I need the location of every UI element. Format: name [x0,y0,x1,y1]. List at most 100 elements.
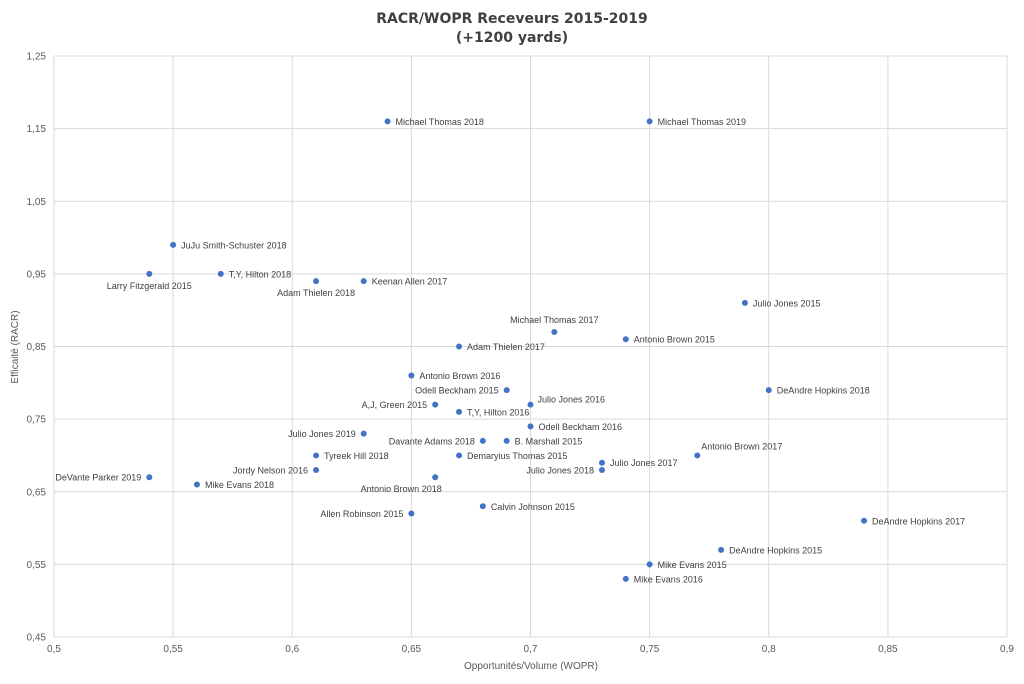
data-label: Calvin Johnson 2015 [491,502,575,512]
data-point [432,474,439,481]
data-point [146,270,153,277]
data-label: A,J, Green 2015 [362,400,428,410]
data-label: Michael Thomas 2019 [658,117,746,127]
data-point [146,474,153,481]
y-tick-label: 0,85 [27,342,47,353]
data-point [765,387,772,394]
data-point [193,481,200,488]
y-tick-label: 1,15 [27,124,47,135]
y-tick-label: 0,95 [27,269,47,280]
data-point [313,278,320,285]
data-label: Julio Jones 2016 [538,395,606,405]
data-point [479,503,486,510]
data-point [479,437,486,444]
data-point [527,423,534,430]
data-label: Adam Thielen 2018 [277,288,355,298]
x-tick-label: 0,7 [524,644,538,655]
data-label: Mike Evans 2018 [205,480,274,490]
gridlines [53,55,1008,638]
data-point [313,452,320,459]
data-label: Julio Jones 2017 [610,458,678,468]
data-label: Michael Thomas 2017 [510,315,598,325]
y-axis-ticks: 0,45 0,55 0,65 0,75 0,85 0,95 1,05 1,15 1,25 [27,52,47,644]
x-tick-label: 0,5 [47,644,61,655]
y-tick-label: 1,25 [27,52,47,63]
data-label: Antonio Brown 2015 [634,335,715,345]
x-tick-label: 0,9 [1000,644,1014,655]
data-point [408,372,415,379]
x-tick-label: 0,8 [762,644,776,655]
data-label: Antonio Brown 2018 [361,484,442,494]
data-label: B. Marshall 2015 [515,436,583,446]
data-point [170,241,177,248]
data-label: DeAndre Hopkins 2017 [872,516,965,526]
data-point [217,270,224,277]
data-points [146,118,868,582]
data-label: Mike Evans 2016 [634,574,703,584]
x-tick-label: 0,75 [640,644,660,655]
data-point [408,510,415,517]
data-point [456,343,463,350]
data-label: Jordy Nelson 2016 [233,465,308,475]
data-point [741,299,748,306]
y-axis-label: Efficaité (RACR) [10,310,21,383]
x-axis-ticks: 0,5 0,55 0,6 0,65 0,7 0,75 0,8 0,85 0,9 [47,644,1014,655]
data-label: Julio Jones 2019 [288,429,356,439]
x-tick-label: 0,6 [285,644,299,655]
data-label: Julio Jones 2018 [526,465,594,475]
data-label: Larry Fitzgerald 2015 [107,281,192,291]
data-label: JuJu Smith-Schuster 2018 [181,240,287,250]
data-point [646,561,653,568]
data-label: Keenan Allen 2017 [372,277,448,287]
data-point [503,387,510,394]
data-label: Adam Thielen 2017 [467,342,545,352]
y-tick-label: 1,05 [27,197,47,208]
x-tick-label: 0,85 [878,644,898,655]
data-point [694,452,701,459]
data-label: Demaryius Thomas 2015 [467,451,567,461]
data-point [718,546,725,553]
data-point [432,401,439,408]
data-point [456,452,463,459]
y-tick-label: 0,65 [27,487,47,498]
data-point [313,466,320,473]
data-point [456,408,463,415]
data-labels: Michael Thomas 2018 Michael Thomas 2019 Ju… [55,117,965,585]
data-label: DeVante Parker 2019 [55,473,141,483]
data-label: Tyreek Hill 2018 [324,451,389,461]
data-label: Odell Beckham 2016 [539,422,623,432]
data-label: T,Y, Hilton 2018 [229,269,291,279]
data-label: Mike Evans 2015 [658,560,727,570]
data-point [527,401,534,408]
data-point [861,517,868,524]
data-point [551,328,558,335]
data-label: Michael Thomas 2018 [396,117,484,127]
x-tick-label: 0,65 [402,644,422,655]
data-point [622,575,629,582]
data-point [360,430,367,437]
data-label: DeAndre Hopkins 2018 [777,386,870,396]
data-point [622,336,629,343]
data-label: T,Y, Hilton 2016 [467,407,529,417]
data-label: Allen Robinson 2015 [320,509,403,519]
y-tick-label: 0,75 [27,415,47,426]
x-tick-label: 0,55 [163,644,183,655]
data-label: Julio Jones 2015 [753,298,821,308]
data-point [384,118,391,125]
data-point [646,118,653,125]
y-tick-label: 0,55 [27,560,47,571]
x-axis-label: Opportunités/Volume (WOPR) [464,661,598,672]
data-label: DeAndre Hopkins 2015 [729,545,822,555]
data-point [598,466,605,473]
y-tick-label: 0,45 [27,633,47,644]
data-point [598,459,605,466]
data-label: Davante Adams 2018 [389,436,475,446]
data-label: Odell Beckham 2015 [415,386,499,396]
data-label: Antonio Brown 2017 [701,441,782,451]
data-label: Antonio Brown 2016 [419,371,500,381]
chart-subtitle: (+1200 yards) [456,30,568,46]
data-point [503,437,510,444]
data-point [360,278,367,285]
chart-title: RACR/WOPR Receveurs 2015-2019 [376,11,648,27]
